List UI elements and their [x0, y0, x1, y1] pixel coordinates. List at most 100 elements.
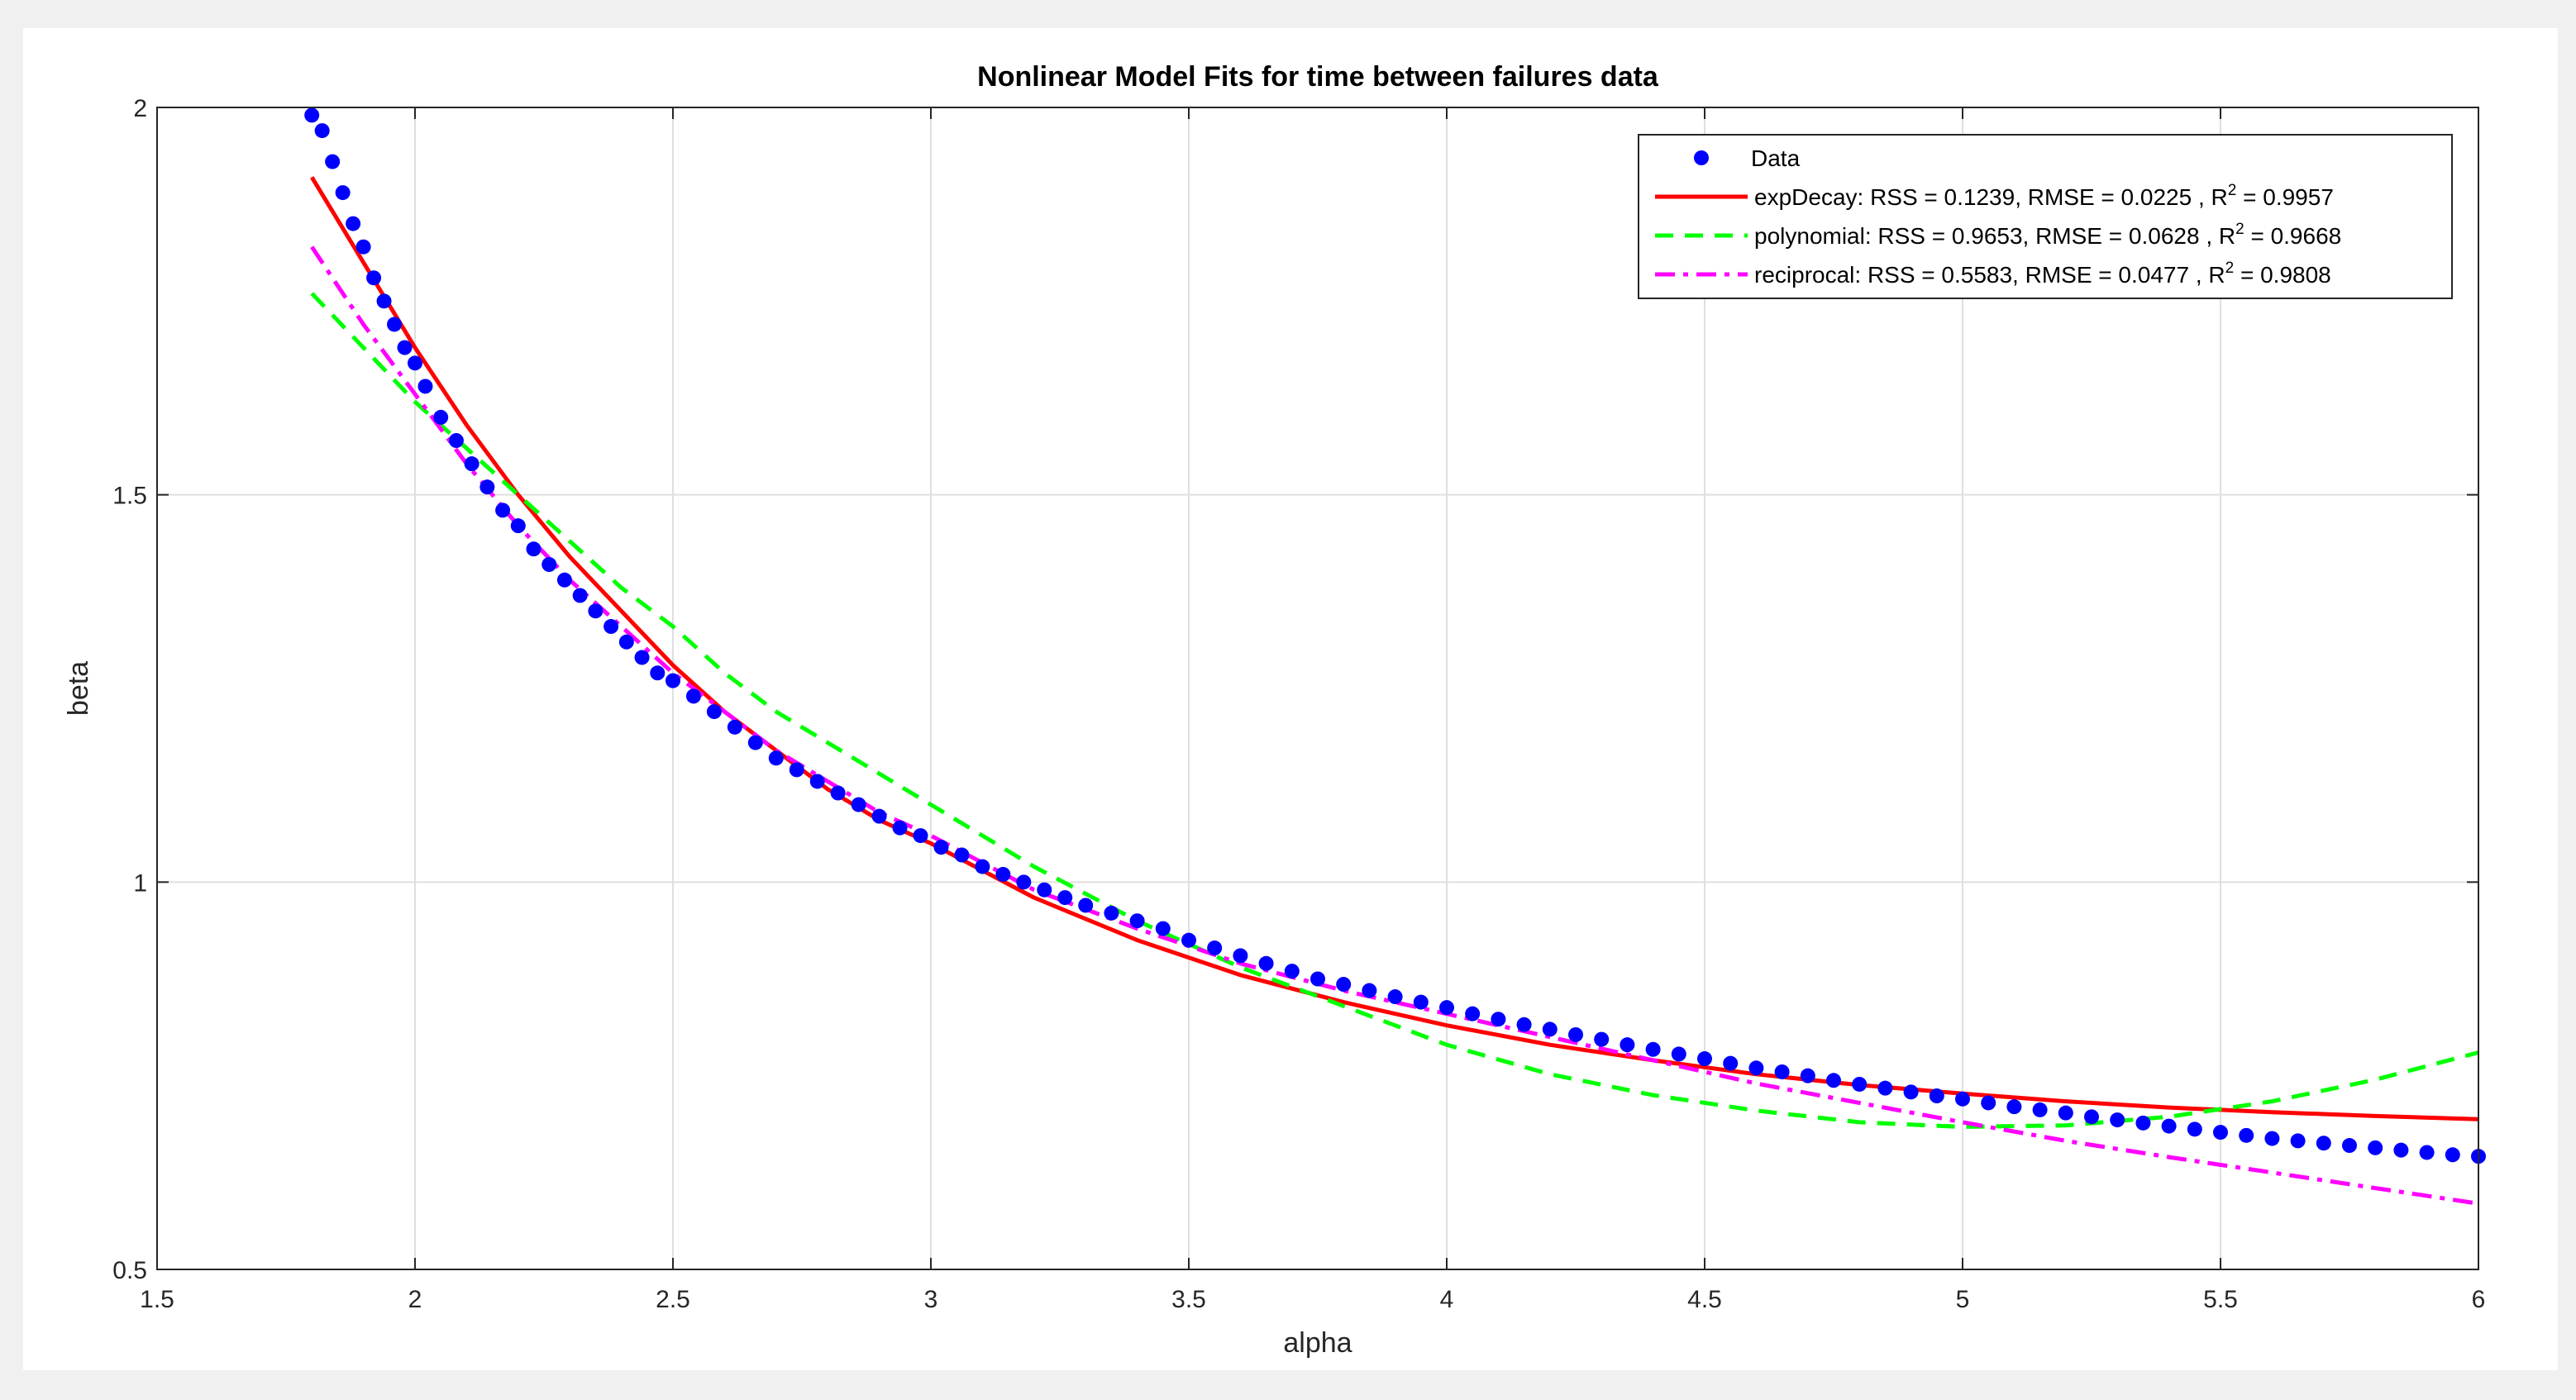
- data-point: [479, 479, 495, 495]
- data-point: [2264, 1131, 2280, 1146]
- data-point: [2342, 1138, 2357, 1154]
- x-tick-label: 5: [1956, 1286, 1970, 1313]
- legend-marker-data: [1694, 150, 1709, 165]
- data-point: [1336, 977, 1352, 993]
- data-point: [366, 270, 382, 286]
- data-point: [1037, 882, 1052, 898]
- legend-label-expDecay: expDecay: RSS = 0.1239, RMSE = 0.0225 , …: [1754, 182, 2334, 210]
- data-point: [526, 541, 541, 557]
- data-point: [1016, 874, 1032, 890]
- data-point: [706, 704, 722, 720]
- data-point: [1233, 948, 1248, 964]
- data-point: [2161, 1118, 2177, 1134]
- data-point: [572, 588, 588, 603]
- x-tick-label: 1.5: [140, 1286, 174, 1313]
- data-point: [933, 840, 949, 855]
- data-point: [1903, 1084, 1919, 1100]
- data-point: [325, 154, 341, 169]
- data-point: [1387, 989, 1403, 1005]
- x-tick-label: 4: [1440, 1286, 1454, 1313]
- legend-label-main: expDecay: RSS = 0.1239, RMSE = 0.0225 , …: [1754, 184, 2228, 210]
- data-point: [2419, 1145, 2435, 1160]
- data-point: [355, 239, 371, 255]
- chart-title: Nonlinear Model Fits for time between fa…: [977, 61, 1659, 93]
- data-point: [2393, 1142, 2409, 1158]
- data-point: [1258, 955, 1274, 971]
- data-point: [995, 866, 1011, 882]
- data-point: [954, 847, 970, 863]
- data-point: [495, 502, 511, 518]
- data-point: [1594, 1031, 1610, 1047]
- data-point: [510, 518, 526, 534]
- x-tick-label: 6: [2472, 1286, 2486, 1313]
- data-point: [1465, 1006, 1481, 1021]
- data-point: [1491, 1012, 1506, 1027]
- legend-label-value: = 0.9668: [2244, 223, 2342, 249]
- data-point: [464, 456, 479, 472]
- data-point: [2110, 1112, 2125, 1128]
- data-point: [1057, 890, 1073, 906]
- data-point: [314, 123, 330, 139]
- data-point: [2006, 1099, 2022, 1115]
- data-point: [851, 797, 866, 812]
- data-point: [1542, 1021, 1558, 1037]
- data-point: [2316, 1136, 2331, 1151]
- x-tick-label: 5.5: [2203, 1286, 2238, 1313]
- y-axis-label: beta: [63, 661, 94, 716]
- data-point: [433, 409, 449, 425]
- data-point: [1723, 1055, 1739, 1071]
- data-point: [1981, 1095, 1996, 1111]
- data-point: [830, 785, 846, 801]
- data-point: [665, 673, 680, 688]
- x-tick-label: 2: [408, 1286, 422, 1313]
- data-point: [541, 557, 557, 573]
- legend-superscript: 2: [2235, 221, 2244, 238]
- data-point: [2135, 1115, 2151, 1131]
- data-point: [892, 820, 908, 836]
- data-point: [1620, 1037, 1635, 1053]
- data-point: [1955, 1091, 1970, 1107]
- data-point: [2187, 1121, 2202, 1137]
- data-point: [1362, 983, 1377, 998]
- data-point: [1929, 1088, 1944, 1104]
- data-point: [346, 216, 361, 231]
- legend-superscript: 2: [2228, 182, 2237, 199]
- data-point: [1774, 1064, 1790, 1079]
- plot-area: 1.5 2 2.5 3 3.5 4 4.5 5 5.5 6 0.5 1 1.5 2: [112, 95, 2486, 1313]
- legend-label-value: = 0.9808: [2234, 262, 2331, 288]
- data-point: [2368, 1140, 2383, 1155]
- data-point: [768, 750, 784, 766]
- data-point: [1568, 1026, 1583, 1042]
- data-point: [747, 735, 763, 750]
- data-point: [2084, 1109, 2099, 1125]
- data-point: [1697, 1051, 1712, 1067]
- data-point: [1413, 994, 1429, 1010]
- data-point: [417, 379, 433, 394]
- data-point: [376, 293, 392, 309]
- data-point: [408, 355, 422, 371]
- legend-label-polynomial: polynomial: RSS = 0.9653, RMSE = 0.0628 …: [1754, 221, 2341, 249]
- data-point: [448, 433, 464, 449]
- expDecay-line: [310, 176, 2479, 1121]
- data-point: [650, 665, 665, 681]
- data-point: [1852, 1076, 1868, 1092]
- data-point: [2058, 1105, 2073, 1121]
- data-point: [2239, 1127, 2254, 1143]
- legend-box: [1638, 134, 2453, 299]
- data-point: [387, 317, 403, 332]
- data-point: [1181, 932, 1196, 948]
- axes-frame: [156, 107, 2479, 1270]
- data-point: [871, 808, 887, 824]
- data-point: [2213, 1125, 2228, 1140]
- data-point: [1078, 898, 1094, 913]
- data-point: [1207, 940, 1223, 956]
- legend-label-reciprocal: reciprocal: RSS = 0.5583, RMSE = 0.0477 …: [1754, 260, 2331, 288]
- x-tick-label: 3.5: [1171, 1286, 1206, 1313]
- axes-box: [156, 107, 2479, 1270]
- data-points: [304, 107, 2486, 1164]
- data-point: [809, 774, 825, 789]
- legend: Data expDecay: RSS = 0.1239, RMSE = 0.022…: [1638, 134, 2453, 299]
- data-point: [789, 762, 804, 778]
- data-point: [618, 634, 634, 650]
